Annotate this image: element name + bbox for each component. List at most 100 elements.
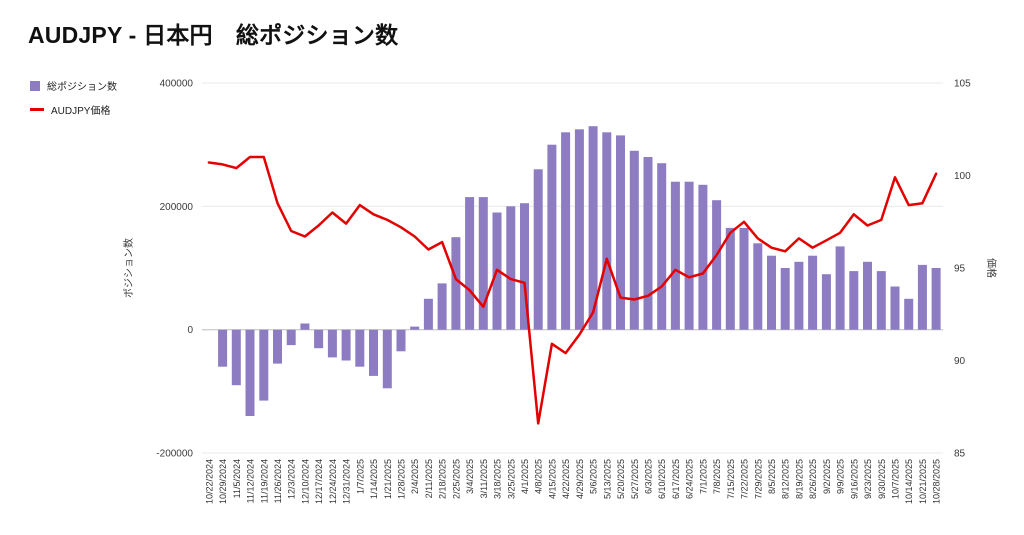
position-bar[interactable]	[341, 329, 351, 361]
x-axis-tick-label: 7/8/2025	[712, 459, 722, 494]
position-bar[interactable]	[602, 132, 612, 330]
position-bar[interactable]	[355, 329, 365, 367]
x-axis-tick-label: 6/24/2025	[685, 459, 695, 499]
x-axis-tick-label: 8/5/2025	[767, 459, 777, 494]
x-axis-tick-label: 11/26/2024	[273, 459, 283, 503]
left-axis-tick-label: 400000	[160, 79, 194, 90]
x-axis-tick-label: 6/10/2025	[657, 459, 667, 499]
x-axis-tick-label: 5/20/2025	[616, 459, 626, 499]
position-bar[interactable]	[821, 274, 831, 330]
position-bar[interactable]	[506, 206, 516, 330]
right-axis-tick-label: 100	[954, 171, 971, 182]
x-axis-tick-label: 10/29/2024	[218, 459, 228, 504]
x-axis-tick-label: 5/13/2025	[602, 459, 612, 499]
position-bar[interactable]	[231, 329, 241, 386]
x-axis-tick-label: 11/12/2024	[246, 459, 256, 503]
x-axis-tick-label: 6/17/2025	[671, 459, 681, 499]
position-bar[interactable]	[739, 227, 749, 330]
position-bar[interactable]	[643, 157, 653, 330]
position-bar[interactable]	[904, 298, 914, 330]
x-axis-tick-label: 12/31/2024	[342, 459, 352, 504]
x-axis-tick-label: 4/29/2025	[575, 459, 585, 499]
position-bar[interactable]	[327, 329, 337, 358]
x-axis-tick-label: 9/9/2025	[836, 459, 846, 494]
position-bar[interactable]	[670, 181, 680, 330]
position-bar[interactable]	[794, 261, 804, 330]
legend-label-positions: 総ポジション数	[47, 82, 117, 93]
position-bar[interactable]	[684, 181, 694, 330]
x-axis-tick-label: 7/22/2025	[740, 459, 750, 499]
position-bar[interactable]	[218, 329, 228, 367]
x-axis-tick-label: 12/24/2024	[328, 459, 338, 504]
position-bar[interactable]	[931, 268, 941, 330]
position-bar[interactable]	[780, 268, 790, 330]
x-axis-tick-label: 8/12/2025	[781, 459, 791, 499]
position-bar[interactable]	[396, 329, 406, 352]
position-bar[interactable]	[698, 184, 708, 330]
position-bar[interactable]	[286, 329, 296, 346]
x-axis-tick-label: 7/15/2025	[726, 459, 736, 499]
x-axis-tick-label: 10/22/2024	[204, 459, 214, 504]
x-axis-tick-label: 10/7/2025	[891, 459, 901, 499]
position-bar[interactable]	[712, 200, 722, 330]
x-axis-tick-label: 10/28/2025	[932, 459, 942, 504]
x-axis-tick-label: 3/11/2025	[479, 459, 489, 498]
position-bar[interactable]	[876, 271, 886, 330]
left-axis-tick-label: -200000	[156, 449, 193, 460]
price-line[interactable]	[207, 155, 938, 425]
x-axis-tick-label: 1/21/2025	[383, 459, 393, 499]
x-axis-tick-label: 6/3/2025	[644, 459, 654, 494]
position-bar[interactable]	[616, 135, 625, 330]
left-axis-tick-label: 200000	[160, 202, 194, 213]
right-axis-tick-label: 105	[954, 79, 971, 90]
x-axis-tick-label: 12/17/2024	[314, 459, 324, 504]
position-bar[interactable]	[588, 126, 598, 330]
x-axis-tick-label: 12/3/2024	[287, 459, 297, 499]
x-axis-tick-label: 5/6/2025	[589, 459, 599, 494]
right-axis-title: 価格	[985, 258, 998, 278]
x-axis-tick-label: 2/25/2025	[451, 459, 461, 499]
position-bar[interactable]	[753, 243, 763, 330]
position-bar[interactable]	[808, 255, 818, 330]
position-bar[interactable]	[574, 129, 584, 330]
position-bar[interactable]	[533, 169, 543, 330]
position-bar[interactable]	[437, 283, 447, 330]
x-axis-tick-label: 11/5/2024	[232, 459, 242, 498]
position-bar[interactable]	[520, 203, 529, 330]
x-axis-tick-label: 9/16/2025	[849, 459, 859, 499]
x-axis-tick-label: 2/18/2025	[438, 459, 448, 499]
position-bar[interactable]	[245, 329, 255, 416]
position-bar[interactable]	[369, 329, 378, 376]
position-bar[interactable]	[657, 163, 667, 330]
position-bar[interactable]	[835, 246, 845, 330]
position-bar[interactable]	[863, 261, 872, 330]
x-axis-tick-label: 4/22/2025	[561, 459, 571, 499]
position-bar[interactable]	[629, 150, 639, 330]
position-bar[interactable]	[561, 132, 571, 330]
position-bar[interactable]	[451, 237, 461, 330]
position-bar[interactable]	[478, 197, 488, 330]
legend-item-positions: 総ポジション数	[30, 78, 117, 93]
position-bar[interactable]	[382, 329, 392, 389]
position-bar[interactable]	[725, 227, 735, 330]
position-bar[interactable]	[314, 329, 324, 349]
x-axis-tick-label: 9/2/2025	[822, 459, 832, 494]
position-bar[interactable]	[917, 264, 927, 330]
position-bar[interactable]	[465, 197, 475, 330]
x-axis-tick-label: 1/28/2025	[397, 459, 407, 499]
x-axis-tick-label: 4/1/2025	[520, 459, 530, 494]
position-bar[interactable]	[547, 144, 557, 330]
right-axis-tick-label: 95	[954, 264, 966, 275]
position-bar[interactable]	[273, 329, 282, 364]
position-bar[interactable]	[849, 271, 859, 330]
position-bar[interactable]	[300, 323, 310, 330]
position-bar[interactable]	[767, 255, 776, 330]
x-axis-tick-label: 11/19/2024	[259, 459, 269, 503]
position-bar[interactable]	[410, 326, 420, 330]
x-axis-tick-label: 9/23/2025	[863, 459, 873, 499]
position-bar[interactable]	[423, 298, 433, 330]
position-bar[interactable]	[890, 286, 900, 330]
position-bar[interactable]	[259, 329, 269, 401]
